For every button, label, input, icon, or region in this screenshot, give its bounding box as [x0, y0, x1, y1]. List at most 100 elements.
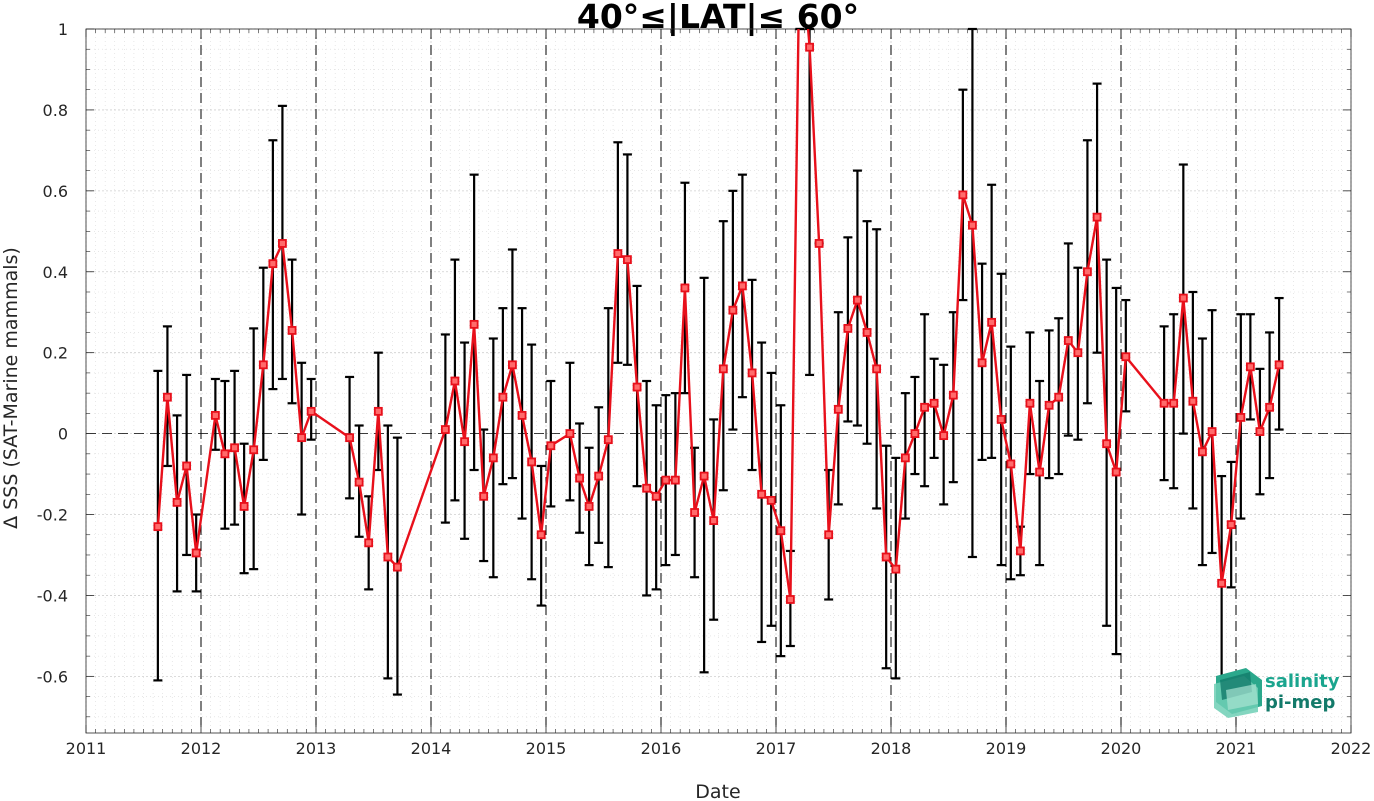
data-point	[661, 475, 671, 485]
data-point	[613, 249, 623, 258]
data-point	[843, 324, 853, 333]
x-tick-label: 2022	[1331, 739, 1372, 758]
data-point	[747, 368, 757, 378]
data-point	[546, 441, 556, 451]
data-point	[488, 453, 498, 463]
data-point	[508, 360, 517, 370]
data-point	[958, 190, 968, 200]
logo-text-salinity: salinity	[1265, 671, 1340, 692]
data-point	[182, 461, 192, 471]
data-point	[373, 406, 383, 416]
data-point	[297, 433, 307, 443]
reference-lines	[86, 29, 1351, 733]
data-point	[1073, 348, 1083, 358]
data-point	[881, 552, 891, 562]
data-point	[757, 489, 767, 499]
data-point	[977, 358, 987, 368]
y-tick-label: -0.6	[37, 667, 68, 686]
data-point	[728, 305, 738, 315]
data-point	[565, 429, 575, 438]
data-point	[996, 415, 1006, 424]
data-point	[872, 364, 882, 374]
data-point	[805, 42, 814, 52]
x-tick-label: 2015	[526, 739, 567, 758]
data-point	[1025, 398, 1035, 408]
data-point	[1044, 400, 1054, 410]
data-point	[1092, 212, 1102, 222]
data-point	[987, 317, 997, 327]
data-point	[1245, 362, 1255, 372]
y-tick-label: -0.4	[37, 586, 68, 605]
data-point	[718, 364, 728, 374]
x-axis-ticks: 2011 2012 2013 2014 2015 2016 2017 2018 2019 2020…	[66, 29, 1372, 758]
data-point	[1255, 427, 1265, 436]
data-point	[1169, 398, 1179, 408]
data-point	[833, 404, 843, 414]
data-point	[632, 382, 642, 392]
grid	[85, 28, 1352, 733]
data-point	[1188, 396, 1198, 406]
data-point	[690, 508, 699, 517]
data-point	[1083, 267, 1092, 277]
data-point	[1102, 439, 1112, 449]
y-tick-label: -0.2	[37, 506, 68, 525]
x-tick-label: 2017	[756, 739, 797, 758]
data-point	[900, 453, 910, 463]
data-point	[824, 530, 834, 540]
data-point	[699, 471, 709, 481]
data-point	[517, 410, 527, 420]
data-point	[1226, 520, 1236, 530]
x-tick-label: 2018	[871, 739, 912, 758]
data-point	[1236, 413, 1246, 422]
data-point	[968, 220, 977, 230]
salinity-pi-mep-logo: salinity pi-mep	[1214, 668, 1340, 718]
data-point	[709, 516, 719, 525]
x-tick-label: 2019	[986, 739, 1027, 758]
data-point	[785, 595, 795, 604]
data-point	[929, 398, 939, 408]
data-point	[920, 402, 929, 412]
logo-text-pi-mep: pi-mep	[1265, 692, 1335, 713]
data-point	[498, 392, 508, 402]
y-axis-label: Δ SSS (SAT-Marine mammals)	[0, 247, 22, 529]
data-point	[1178, 293, 1188, 303]
data-point	[287, 326, 297, 335]
data-point	[1198, 447, 1207, 457]
data-point	[776, 526, 786, 536]
data-point	[440, 425, 450, 434]
chart-title: 40°≤|LAT|≤ 60°	[577, 0, 859, 36]
data-point	[527, 457, 537, 467]
data-point	[536, 530, 546, 540]
data-point	[680, 283, 690, 293]
data-point	[1015, 546, 1025, 556]
y-tick-label: 0.6	[43, 182, 68, 201]
data-point	[1054, 392, 1064, 402]
x-tick-label: 2020	[1101, 739, 1142, 758]
salinity-layers-icon	[1214, 668, 1262, 718]
data-point	[814, 239, 824, 248]
x-tick-label: 2014	[411, 739, 452, 758]
data-point	[766, 495, 776, 505]
data-point	[939, 431, 949, 441]
y-tick-label: 1	[58, 20, 68, 39]
data-point	[1207, 427, 1217, 436]
data-point	[910, 429, 920, 438]
data-point	[163, 392, 172, 402]
data-point	[623, 255, 632, 265]
data-point	[479, 491, 489, 501]
data-point	[306, 406, 316, 416]
data-point	[670, 475, 680, 485]
data-point	[258, 360, 268, 370]
x-tick-label: 2021	[1216, 739, 1257, 758]
data-point	[891, 564, 901, 574]
data-point	[460, 437, 469, 447]
x-tick-label: 2012	[181, 739, 222, 758]
data-point	[603, 435, 613, 445]
data-point	[268, 259, 278, 269]
data-point	[575, 473, 584, 483]
data-point	[862, 328, 872, 337]
data-point	[239, 502, 249, 511]
data-point	[948, 390, 958, 400]
data-point	[594, 471, 604, 481]
y-tick-label: 0.4	[43, 263, 68, 282]
